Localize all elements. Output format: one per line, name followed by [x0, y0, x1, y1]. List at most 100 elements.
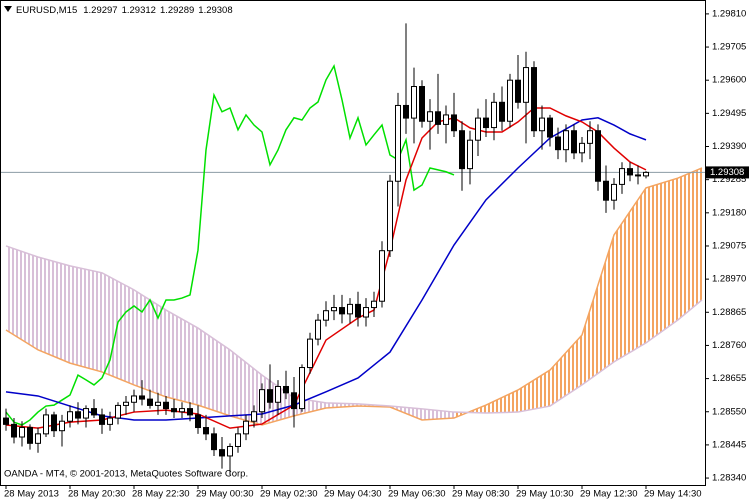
candle-body: [315, 319, 321, 340]
x-tick-label: 29 May 06:30: [388, 489, 446, 500]
y-tick-label: 1.28550: [712, 406, 746, 417]
candle-body: [291, 392, 297, 410]
candle-body: [155, 401, 161, 406]
x-tick-label: 29 May 08:30: [452, 489, 510, 500]
cloud-band: [6, 245, 38, 350]
header-open: 1.29297: [83, 5, 117, 16]
candle-body: [267, 389, 273, 403]
candle-body: [251, 411, 257, 422]
candle-body: [171, 408, 177, 413]
cloud-band: [198, 328, 230, 416]
x-tick-label: 29 May 10:30: [516, 489, 574, 500]
candle-body: [259, 389, 265, 413]
candle-body: [635, 174, 641, 177]
cloud-band: [614, 187, 646, 362]
candle-body: [563, 130, 569, 151]
cloud-band: [166, 310, 198, 406]
candle-body: [115, 404, 121, 419]
x-tick-label: 29 May 04:30: [324, 489, 382, 500]
candle-body: [67, 411, 73, 422]
candle-body: [411, 86, 417, 119]
candle-body: [123, 401, 129, 406]
candle-body: [51, 414, 57, 432]
x-tick-label: 28 May 2013: [4, 489, 59, 500]
x-tick-label: 29 May 00:30: [196, 489, 254, 500]
candle-body: [147, 398, 153, 406]
candle-body: [3, 417, 9, 425]
candle-body: [603, 180, 609, 201]
candle-body: [275, 385, 281, 403]
candle-body: [555, 136, 561, 151]
y-tick-label: 1.29705: [712, 42, 746, 53]
y-tick-label: 1.28340: [712, 473, 746, 484]
y-tick-label: 1.29390: [712, 141, 746, 152]
candle-body: [355, 303, 361, 318]
candle-body: [211, 433, 217, 451]
span-b-line: [5, 245, 703, 414]
header: EURUSD,M15 1.29297 1.29312 1.29289 1.29308: [16, 5, 233, 16]
menu-icon[interactable]: [4, 6, 12, 12]
candle-body: [507, 79, 513, 122]
y-tick-label: 1.29495: [712, 108, 746, 119]
candle-body: [299, 367, 305, 410]
candle-body: [435, 111, 441, 125]
header-close: 1.29308: [198, 5, 232, 16]
cloud-band: [70, 265, 102, 372]
candle-body: [443, 114, 449, 125]
y-tick-label: 1.28445: [712, 439, 746, 450]
candle-body: [91, 408, 97, 416]
x-tick-label: 28 May 22:30: [132, 489, 190, 500]
candle-body: [283, 385, 289, 394]
indicator-line: [5, 107, 647, 429]
candle-body: [451, 114, 457, 132]
candle-body: [379, 250, 385, 302]
candle-body: [243, 420, 249, 435]
candle-body: [83, 408, 89, 419]
candle-body: [571, 130, 577, 154]
cloud-band: [38, 257, 70, 364]
candle-body: [187, 408, 193, 416]
candle-body: [43, 414, 49, 435]
y-tick-label: 1.28970: [712, 274, 746, 285]
cloud-band: [486, 389, 518, 414]
candle-body: [499, 101, 505, 122]
y-tick-label: 1.29075: [712, 240, 746, 251]
y-tick-label: 1.29285: [712, 174, 746, 185]
candle-body: [627, 168, 633, 176]
price-label: 1.29308: [710, 167, 744, 178]
x-tick-label: 29 May 14:30: [644, 489, 702, 500]
candle-body: [475, 117, 481, 141]
candle-body: [163, 401, 169, 410]
candle-body: [467, 139, 473, 170]
candle-body: [579, 142, 585, 154]
y-tick-label: 1.29810: [712, 8, 746, 19]
candle-body: [323, 310, 329, 321]
candle-body: [547, 117, 553, 138]
candle-body: [643, 171, 649, 177]
cloud-band: [646, 178, 678, 343]
candle-body: [219, 449, 225, 457]
candle-body: [59, 420, 65, 432]
candle-body: [619, 168, 625, 185]
cloud-band: [582, 234, 614, 385]
cloud-band: [518, 370, 550, 413]
candle-body: [611, 183, 617, 201]
cloud-band: [678, 167, 702, 320]
y-tick-label: 1.28655: [712, 373, 746, 384]
plot-area: [0, 23, 705, 475]
candle-body: [75, 411, 81, 419]
candle-body: [107, 417, 113, 425]
candle-body: [131, 395, 137, 403]
x-tick-label: 29 May 02:30: [260, 489, 318, 500]
cloud-band: [550, 335, 582, 407]
y-tick-label: 1.29180: [712, 207, 746, 218]
candle-body: [459, 130, 465, 170]
header-high: 1.29312: [122, 5, 156, 16]
candle-body: [395, 104, 401, 182]
candle-body: [339, 307, 345, 315]
candle-body: [307, 338, 313, 369]
candle-body: [99, 414, 105, 425]
footer: OANDA - MT4, © 2001-2013, MetaQuotes Sof…: [4, 469, 248, 480]
